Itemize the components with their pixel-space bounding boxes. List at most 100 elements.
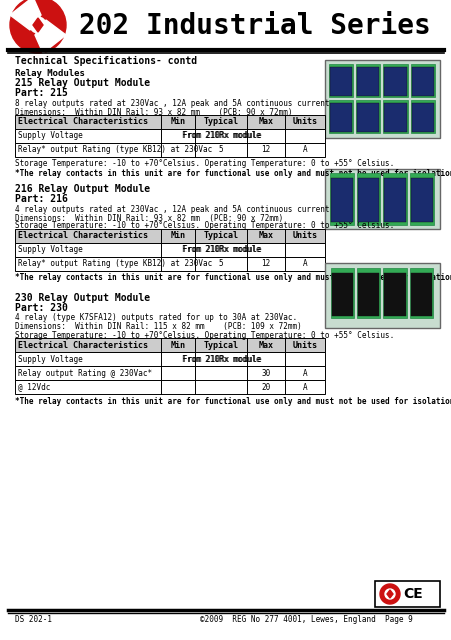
Bar	[15, 380, 324, 394]
Bar	[329, 67, 351, 96]
Bar	[356, 173, 380, 225]
Text: Units: Units	[292, 232, 317, 241]
Bar	[410, 173, 433, 225]
Text: Dimensions:  Within DIN Rail: 115 x 82 mm    (PCB: 109 x 72mm): Dimensions: Within DIN Rail: 115 x 82 mm…	[15, 323, 301, 332]
Text: From 210Rx module: From 210Rx module	[181, 355, 260, 364]
Text: Electrical Characteristics: Electrical Characteristics	[18, 232, 147, 241]
Bar	[357, 178, 379, 222]
Bar	[374, 581, 439, 607]
Text: From 210Rx module: From 210Rx module	[183, 131, 262, 141]
Text: *The relay contacts in this unit are for functional use only and must not be use: *The relay contacts in this unit are for…	[15, 168, 451, 177]
Bar	[411, 103, 433, 132]
Bar	[409, 268, 432, 318]
Text: DS 202-1: DS 202-1	[15, 616, 52, 625]
Bar	[15, 338, 324, 352]
Bar	[382, 173, 406, 225]
Text: Supply Voltage: Supply Voltage	[18, 246, 83, 255]
Text: Relay Modules: Relay Modules	[15, 68, 85, 77]
Bar	[358, 273, 379, 316]
Text: *The relay contacts in this unit are for functional use only and must not be use: *The relay contacts in this unit are for…	[15, 397, 451, 406]
Bar	[15, 115, 324, 129]
Text: 4 relay outputs rated at 230Vac , 12A peak and 5A continuous current.: 4 relay outputs rated at 230Vac , 12A pe…	[15, 205, 333, 214]
Text: A: A	[302, 145, 307, 154]
Text: From 210Rx module: From 210Rx module	[183, 355, 262, 364]
Bar	[328, 64, 353, 97]
Bar	[356, 103, 379, 132]
Bar	[382, 64, 407, 97]
Text: Electrical Characteristics: Electrical Characteristics	[18, 118, 147, 127]
Text: *The relay contacts in this unit are for functional use only and must not be use: *The relay contacts in this unit are for…	[15, 273, 451, 282]
Text: Typical: Typical	[203, 232, 238, 241]
Text: A: A	[302, 369, 307, 378]
Text: Units: Units	[292, 118, 317, 127]
Bar	[329, 173, 353, 225]
Text: Max: Max	[258, 232, 273, 241]
Text: Relay* output Rating (type KB12) at 230Vac: Relay* output Rating (type KB12) at 230V…	[18, 259, 212, 269]
Text: From 210Rx module: From 210Rx module	[181, 131, 260, 141]
Bar	[328, 100, 353, 133]
Bar	[411, 67, 433, 96]
Text: Max: Max	[258, 118, 273, 127]
Bar	[15, 257, 324, 271]
Text: Part: 230: Part: 230	[15, 303, 68, 313]
Circle shape	[379, 584, 399, 604]
Text: A: A	[302, 383, 307, 392]
Circle shape	[384, 589, 394, 599]
Text: 12: 12	[261, 145, 270, 154]
Text: 5: 5	[218, 145, 223, 154]
Text: ©2009  REG No 277 4001, Lewes, England  Page 9: ©2009 REG No 277 4001, Lewes, England Pa…	[199, 616, 412, 625]
Bar	[410, 273, 431, 316]
Bar	[324, 263, 439, 328]
Text: Storage Temperature: -10 to +70°Celsius. Operating Temperature: 0 to +55° Celsiu: Storage Temperature: -10 to +70°Celsius.…	[15, 159, 393, 168]
Text: Supply Voltage: Supply Voltage	[18, 355, 83, 364]
Bar	[324, 60, 439, 138]
Bar	[356, 268, 380, 318]
Text: A: A	[302, 259, 307, 269]
Text: Part: 215: Part: 215	[15, 88, 68, 98]
Text: Dimensions:  Within DIN Rail: 93 x 82 mm  (PCB: 90 x 72mm): Dimensions: Within DIN Rail: 93 x 82 mm …	[15, 214, 283, 223]
Bar	[15, 243, 324, 257]
Text: Technical Specifications- contd: Technical Specifications- contd	[15, 56, 197, 66]
Circle shape	[10, 0, 66, 53]
Polygon shape	[35, 20, 66, 53]
Polygon shape	[10, 0, 41, 30]
Text: Relay output Rating @ 230Vac*: Relay output Rating @ 230Vac*	[18, 369, 152, 378]
Bar	[15, 129, 324, 143]
Text: Min: Min	[170, 232, 185, 241]
Text: Typical: Typical	[203, 340, 238, 349]
Text: Max: Max	[258, 340, 273, 349]
Bar	[330, 178, 352, 222]
Text: 202 Industrial Series: 202 Industrial Series	[79, 12, 430, 40]
Text: Min: Min	[170, 340, 185, 349]
Text: From 210Rx module: From 210Rx module	[183, 246, 262, 255]
Bar	[355, 100, 380, 133]
Bar	[15, 143, 324, 157]
Text: Supply Voltage: Supply Voltage	[18, 131, 83, 141]
Circle shape	[10, 0, 66, 53]
Bar	[384, 103, 406, 132]
Bar	[331, 273, 353, 316]
Bar	[15, 366, 324, 380]
Bar	[384, 178, 405, 222]
Text: @ 12Vdc: @ 12Vdc	[18, 383, 50, 392]
Bar	[355, 64, 380, 97]
Bar	[329, 103, 351, 132]
Text: 4 relay (type K7SFA12) outputs rated for up to 30A at 230Vac.: 4 relay (type K7SFA12) outputs rated for…	[15, 314, 296, 323]
Bar	[382, 268, 406, 318]
Bar	[15, 352, 324, 366]
Bar	[410, 64, 434, 97]
Text: 215 Relay Output Module: 215 Relay Output Module	[15, 78, 150, 88]
Bar	[330, 268, 354, 318]
Bar	[356, 67, 379, 96]
Bar	[324, 169, 439, 229]
Text: Dimensions:  Within DIN Rail: 93 x 82 mm    (PCB: 90 x 72mm): Dimensions: Within DIN Rail: 93 x 82 mm …	[15, 108, 292, 116]
Text: 12: 12	[261, 259, 270, 269]
Text: 20: 20	[261, 383, 270, 392]
Text: 30: 30	[261, 369, 270, 378]
Bar	[384, 273, 405, 316]
Bar	[382, 100, 407, 133]
Text: CE: CE	[402, 587, 422, 601]
Text: Min: Min	[170, 118, 185, 127]
Polygon shape	[386, 590, 392, 598]
Text: Electrical Characteristics: Electrical Characteristics	[18, 340, 147, 349]
